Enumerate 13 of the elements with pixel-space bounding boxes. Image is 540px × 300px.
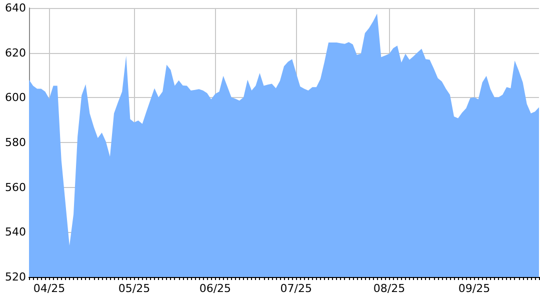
y-tick-label: 620 [5,46,26,60]
x-tick-label: 06/25 [199,282,232,295]
y-tick-label: 520 [5,270,26,284]
y-tick-label: 600 [5,91,26,104]
x-tick-label: 05/25 [118,282,150,295]
y-tick-label: 580 [5,136,26,149]
x-tick-label: 08/25 [373,282,406,295]
x-tick-label: 07/25 [280,282,312,295]
x-tick-label: 09/25 [458,282,490,295]
y-tick-label: 640 [5,2,26,14]
y-tick-label: 560 [5,180,26,194]
x-tick-label: 04/25 [33,282,66,295]
y-tick-label: 540 [5,226,26,239]
